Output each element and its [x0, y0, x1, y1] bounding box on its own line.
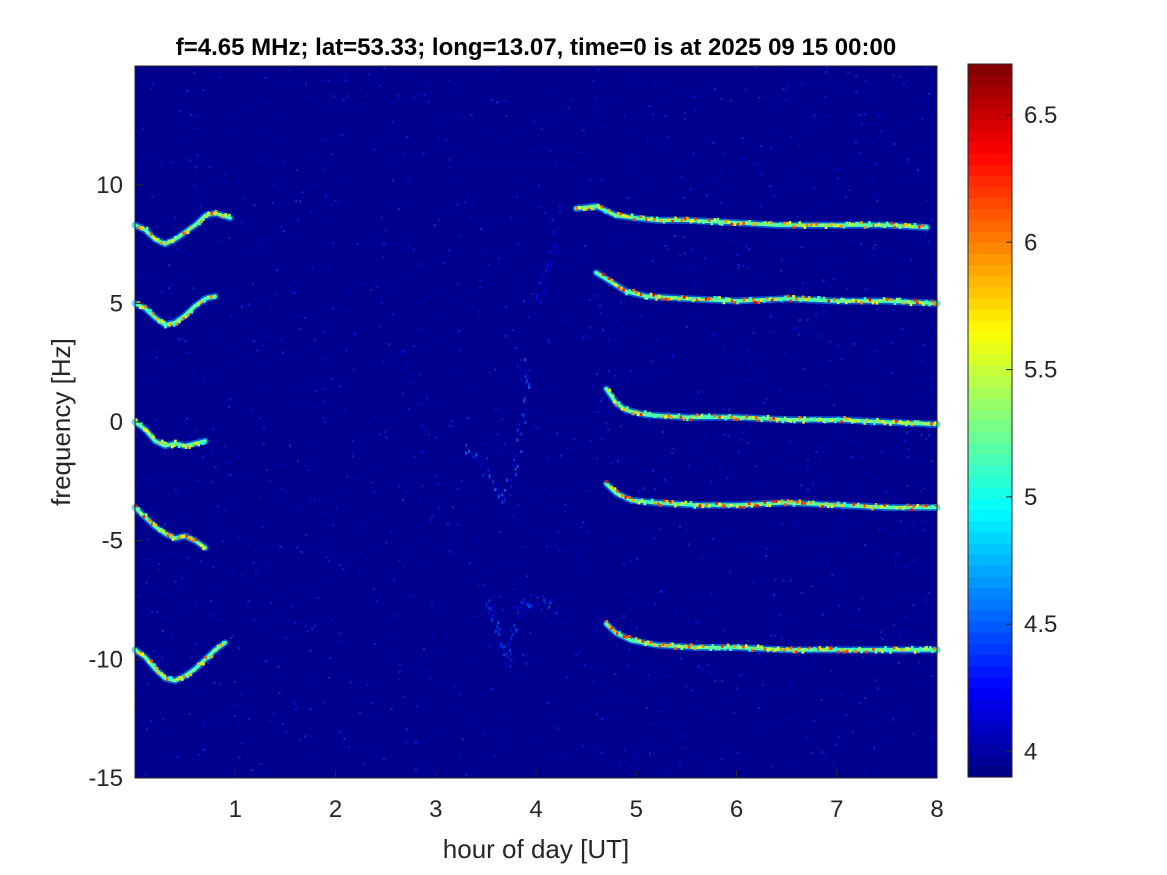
doppler-trace-2	[131, 418, 209, 450]
doppler-trace-7	[602, 385, 941, 428]
colorbar-tick-label: 6.5	[1024, 102, 1057, 129]
y-tick-label: 0	[110, 409, 123, 436]
x-tick-label: 3	[429, 796, 442, 823]
x-tick-label: 5	[630, 796, 643, 823]
colorbar-tick-label: 5	[1024, 484, 1037, 511]
colorbar-tick-label: 4.5	[1024, 611, 1057, 638]
x-axis: 1 2 3 4 5 6 7 8	[229, 770, 944, 823]
x-tick-label: 7	[830, 796, 843, 823]
noise-layer	[135, 66, 936, 776]
x-tick-label: 2	[329, 796, 342, 823]
y-tick-label: 10	[96, 172, 123, 199]
y-tick-label: 5	[110, 290, 123, 317]
doppler-trace-5	[572, 202, 931, 231]
doppler-trace-8	[602, 480, 941, 512]
colorbar-frame	[967, 63, 1013, 778]
faint-trace-0	[465, 358, 531, 514]
colorbar-tick-label: 4	[1024, 739, 1037, 766]
doppler-trace-4	[131, 639, 229, 685]
doppler-trace-3	[131, 504, 209, 552]
trace-layer	[131, 202, 941, 685]
colorbar-tick-label: 5.5	[1024, 357, 1057, 384]
faint-trace-1	[485, 593, 558, 668]
colorbar-tick-label: 6	[1024, 229, 1037, 256]
y-tick-label: -15	[88, 765, 123, 792]
y-axis: -15 -10 -5 0 5 10	[88, 172, 143, 792]
x-tick-label: 1	[229, 796, 242, 823]
y-axis-label: frequency [Hz]	[46, 338, 76, 506]
colorbar-ticks: 4 4.5 5 5.5 6 6.5	[1006, 102, 1057, 766]
x-tick-label: 4	[529, 796, 542, 823]
plot-area	[131, 65, 941, 779]
faint-trace-2	[535, 230, 559, 305]
y-tick-label: -10	[88, 646, 123, 673]
doppler-trace-9	[602, 620, 941, 654]
doppler-trace-0	[131, 209, 234, 248]
x-tick-label: 6	[730, 796, 743, 823]
x-tick-label: 8	[930, 796, 943, 823]
colorbar: 4 4.5 5 5.5 6 6.5	[967, 63, 1057, 778]
x-axis-label: hour of day [UT]	[443, 834, 629, 864]
colorbar-gradient	[968, 64, 1012, 778]
chart-title: f=4.65 MHz; lat=53.33; long=13.07, time=…	[176, 34, 896, 61]
doppler-trace-6	[592, 269, 941, 307]
y-tick-label: -5	[102, 528, 123, 555]
